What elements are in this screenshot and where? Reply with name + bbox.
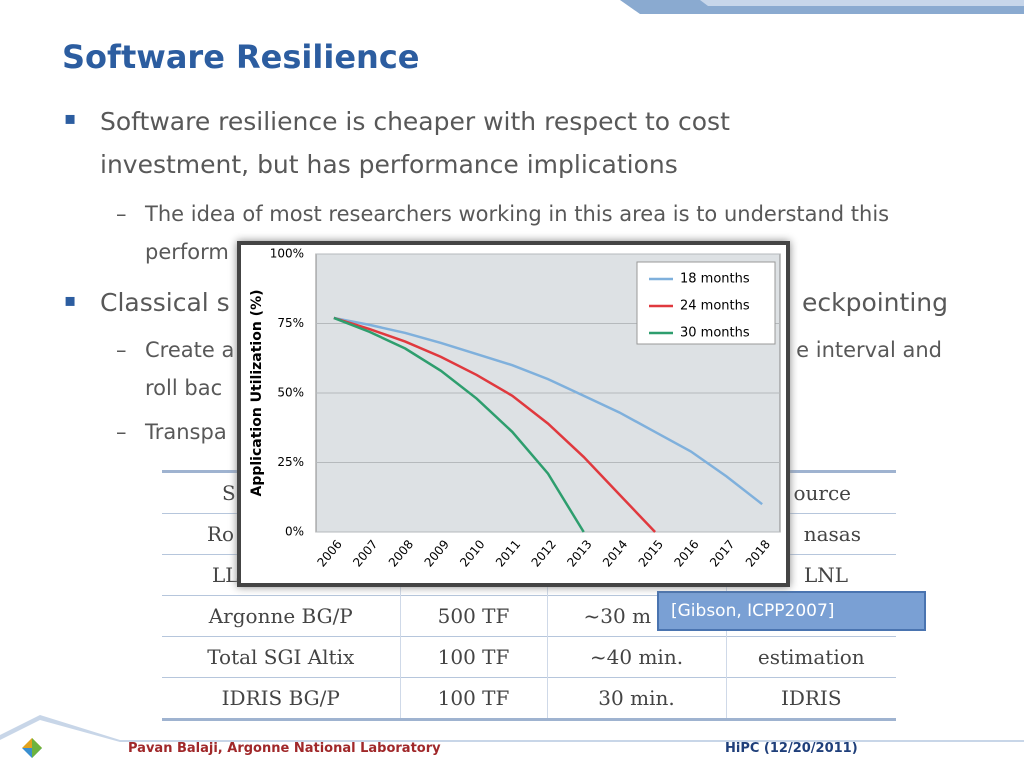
sub-bullet-text: Transpa bbox=[145, 420, 227, 444]
cell: Argonne BG/P bbox=[162, 595, 400, 637]
dash: – bbox=[116, 420, 127, 444]
bullet-text: eckpointing bbox=[801, 288, 948, 317]
series-line bbox=[333, 316, 585, 533]
legend-label: 18 months bbox=[680, 272, 750, 287]
cell: estimation bbox=[725, 636, 896, 678]
x-tick-label: 2008 bbox=[386, 537, 416, 569]
cell: IDRIS BG/P bbox=[162, 677, 400, 721]
cell: Total SGI Altix bbox=[162, 636, 400, 678]
cell: ~40 min. bbox=[546, 636, 726, 678]
x-tick-label: 2013 bbox=[564, 537, 594, 569]
bullet-text: Classical s bbox=[100, 288, 230, 317]
chart: 0% 25% 50% 75% 100% Application Utilization (… bbox=[237, 241, 790, 587]
sub-bullet-text: e interval and bbox=[796, 338, 942, 362]
sub-bullet-text: Create a bbox=[145, 338, 235, 362]
footer-venue: HiPC (12/20/2011) bbox=[725, 741, 858, 756]
y-tick-label: 100% bbox=[270, 247, 304, 261]
series-line bbox=[333, 316, 763, 506]
x-tick-label: 2016 bbox=[671, 537, 701, 569]
sub-bullet-text: perform bbox=[145, 240, 229, 264]
title: Software Resilience bbox=[62, 38, 420, 76]
dash: – bbox=[116, 202, 127, 226]
x-tick-label: 2011 bbox=[493, 537, 523, 569]
cell: IDRIS bbox=[725, 677, 896, 721]
y-tick-label: 25% bbox=[277, 455, 304, 469]
bullet-text: Software resilience is cheaper with resp… bbox=[100, 107, 730, 136]
x-tick-label: 2014 bbox=[600, 537, 630, 569]
x-tick-label: 2012 bbox=[529, 537, 559, 569]
legend-box bbox=[636, 261, 776, 345]
bullet-text: investment, but has performance implicat… bbox=[100, 150, 678, 179]
dash: – bbox=[116, 338, 127, 362]
cell: 100 TF bbox=[399, 677, 547, 721]
x-tick-label: 2006 bbox=[314, 537, 344, 569]
cell: 30 min. bbox=[546, 677, 726, 721]
legend-label: 24 months bbox=[680, 299, 750, 314]
legend-label: 30 months bbox=[680, 326, 750, 341]
x-tick-label: 2009 bbox=[422, 537, 452, 569]
x-tick-label: 2018 bbox=[743, 537, 773, 569]
series-line bbox=[333, 316, 656, 533]
x-tick-label: 2007 bbox=[350, 537, 380, 569]
x-tick-label: 2017 bbox=[707, 537, 737, 569]
cell: 500 TF bbox=[399, 595, 547, 637]
bullet-marker: ▪ bbox=[64, 108, 77, 129]
y-tick-label: 75% bbox=[277, 316, 304, 330]
bullet-marker: ▪ bbox=[64, 290, 77, 311]
y-axis-label: Application Utilization (%) bbox=[249, 290, 265, 497]
citation: [Gibson, ICPP2007] bbox=[657, 591, 926, 631]
cell: 100 TF bbox=[399, 636, 547, 678]
footer-author: Pavan Balaji, Argonne National Laborator… bbox=[128, 741, 441, 756]
y-tick-label: 50% bbox=[277, 386, 304, 400]
x-tick-label: 2010 bbox=[457, 537, 487, 569]
y-tick-label: 0% bbox=[285, 525, 304, 539]
sub-bullet-text: The idea of most researchers working in … bbox=[145, 202, 890, 226]
sub-bullet-text: roll bac bbox=[145, 376, 223, 400]
x-tick-label: 2015 bbox=[636, 537, 666, 569]
